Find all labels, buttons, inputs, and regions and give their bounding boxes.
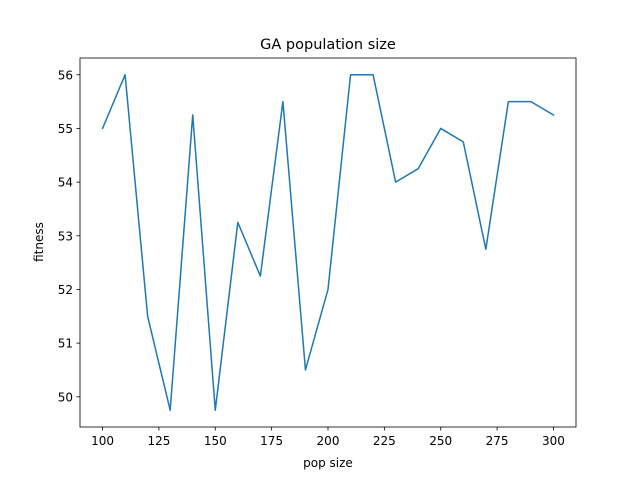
x-tick-label: 250 xyxy=(429,434,452,448)
y-tick-label: 51 xyxy=(58,337,73,351)
y-tick-label: 54 xyxy=(58,176,73,190)
x-tick-label: 150 xyxy=(204,434,227,448)
y-tick-label: 56 xyxy=(58,68,73,82)
plot-area xyxy=(101,74,555,411)
y-axis-label: fitness xyxy=(32,222,46,262)
chart-title: GA population size xyxy=(260,37,396,53)
y-tick-label: 50 xyxy=(58,390,73,404)
x-axis-label: pop size xyxy=(303,456,353,470)
x-tick-label: 200 xyxy=(317,434,340,448)
x-tick-label: 225 xyxy=(373,434,396,448)
x-tick-label: 275 xyxy=(486,434,509,448)
plot-frame xyxy=(79,57,577,428)
x-tick-label: 100 xyxy=(91,434,114,448)
series-line-0 xyxy=(101,74,555,411)
y-tick-label: 53 xyxy=(58,229,73,243)
x-axis: 100 125 150 175 200 225 250 275 300 xyxy=(91,427,565,448)
x-tick-label: 125 xyxy=(147,434,170,448)
x-tick-label: 175 xyxy=(260,434,283,448)
y-tick-label: 55 xyxy=(58,122,73,136)
x-tick-label: 300 xyxy=(542,434,565,448)
y-axis: 50 51 52 53 54 55 56 xyxy=(58,68,80,404)
y-tick-label: 52 xyxy=(58,283,73,297)
